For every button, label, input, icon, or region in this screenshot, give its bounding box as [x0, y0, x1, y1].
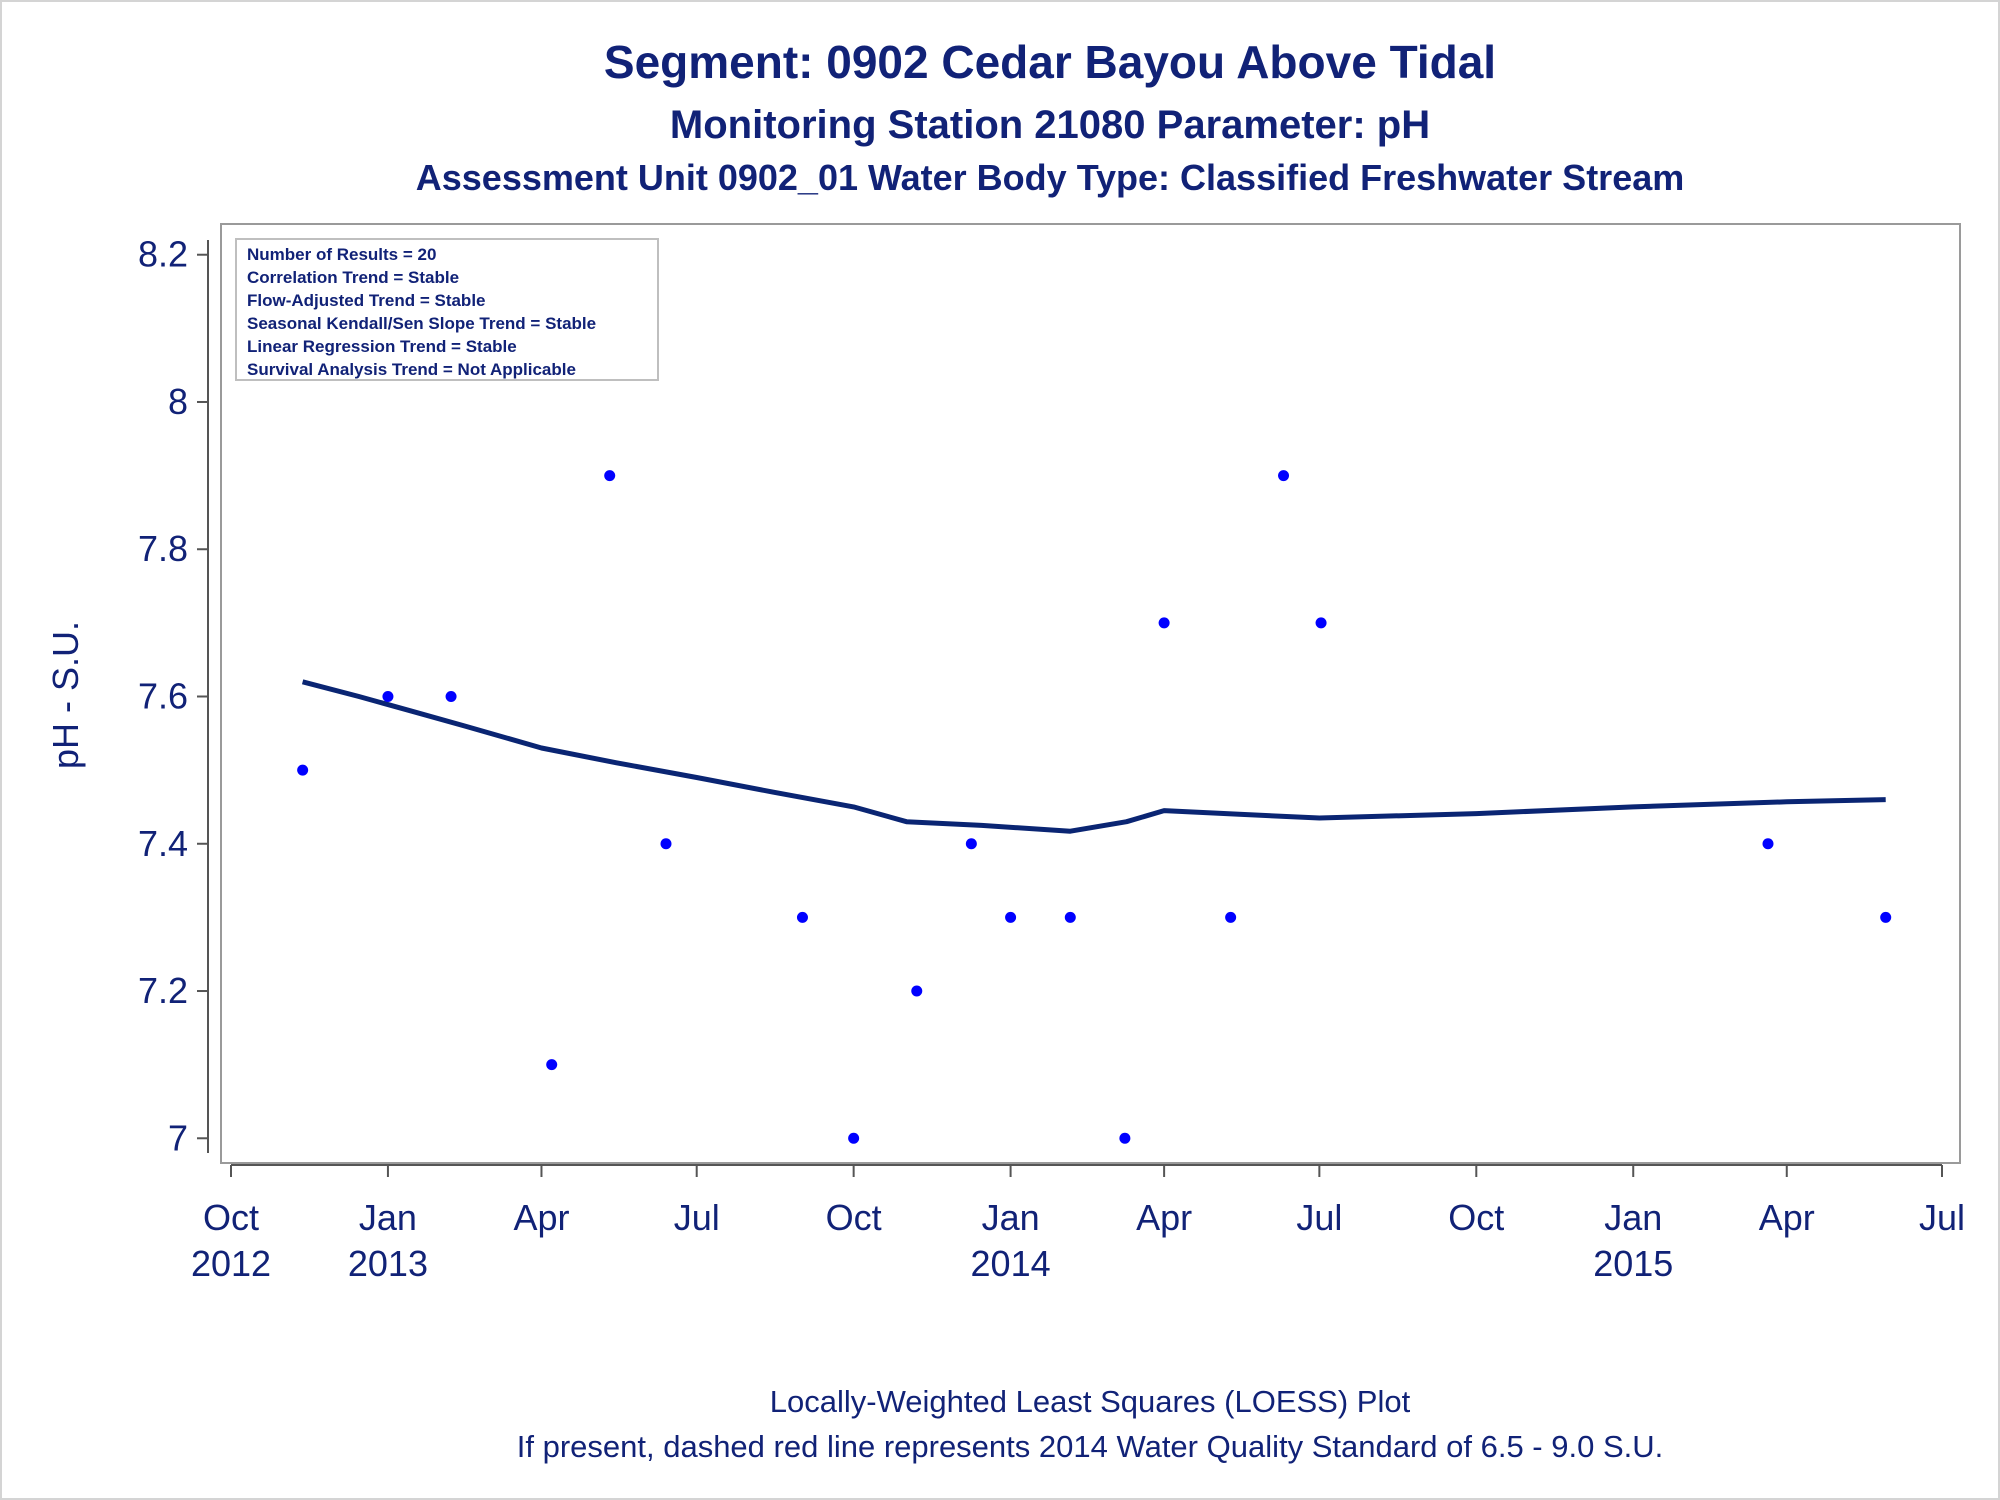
x-tick-year-label: 2015 [1593, 1243, 1673, 1284]
y-tick-label: 8.2 [138, 234, 188, 275]
trend-summary-line: Linear Regression Trend = Stable [247, 337, 517, 356]
data-point [445, 691, 457, 702]
x-tick-label: Apr [1136, 1197, 1192, 1238]
y-axis-label: pH - S.U. [45, 621, 86, 769]
x-tick-year-label: 2013 [348, 1243, 428, 1284]
y-tick-label: 7.2 [138, 970, 188, 1011]
y-axis-ticks: 7 7.2 7.4 7.6 7.8 8 8.2 [138, 234, 208, 1158]
x-tick-label: Jul [1296, 1197, 1342, 1238]
footnote-standard: If present, dashed red line represents 2… [517, 1429, 1664, 1464]
trend-summary-line: Correlation Trend = Stable [247, 268, 459, 287]
data-point [1880, 911, 1892, 923]
x-tick-label: Oct [203, 1197, 259, 1238]
data-point [1278, 470, 1290, 482]
x-tick-year-label: 2014 [971, 1243, 1051, 1284]
x-tick-label: Jan [359, 1197, 417, 1238]
footnote-method: Locally-Weighted Least Squares (LOESS) P… [770, 1384, 1411, 1419]
data-point [1158, 617, 1170, 629]
y-tick-label: 7.8 [138, 528, 188, 569]
data-point [796, 911, 808, 923]
x-tick-label: Apr [513, 1197, 569, 1238]
x-axis-ticks: Oct 2012 Jan 2013 Apr Jul Oct Jan 2014 Apr Jul Oct J… [191, 1165, 1965, 1284]
trend-summary-frame [235, 238, 659, 381]
data-points [297, 249, 1892, 1144]
x-tick-label: Oct [826, 1197, 882, 1238]
data-point [382, 691, 394, 702]
chart-subtitle-station: Monitoring Station 21080 Parameter: pH [670, 103, 1430, 147]
x-tick-label: Jan [982, 1197, 1040, 1238]
y-tick-label: 7.4 [138, 823, 188, 864]
x-tick-label: Oct [1448, 1197, 1504, 1238]
y-tick-label: 8 [168, 381, 188, 422]
data-point [1315, 617, 1327, 629]
x-tick-year-label: 2012 [191, 1243, 271, 1284]
y-tick-label: 7.6 [138, 676, 188, 717]
data-point [965, 838, 977, 850]
data-point [1762, 838, 1774, 850]
data-point [1064, 911, 1076, 923]
data-point [1225, 911, 1237, 923]
y-tick-label: 7 [168, 1117, 188, 1158]
data-point [848, 1132, 860, 1144]
data-point [546, 1059, 558, 1071]
data-point [1119, 1132, 1131, 1144]
trend-summary-box: Number of Results = 20 Correlation Trend… [235, 238, 659, 381]
trend-summary-line: Survival Analysis Trend = Not Applicable [247, 360, 576, 379]
loess-line [301, 679, 1886, 834]
data-point [1005, 911, 1017, 923]
data-point [297, 764, 309, 776]
x-tick-label: Jul [1919, 1197, 1965, 1238]
data-point [911, 985, 923, 997]
plot-area [220, 223, 1961, 1164]
trend-summary-line: Number of Results = 20 [247, 245, 436, 264]
x-tick-label: Jan [1604, 1197, 1662, 1238]
x-tick-label: Jul [674, 1197, 720, 1238]
trend-summary-line: Flow-Adjusted Trend = Stable [247, 291, 486, 310]
chart-title: Segment: 0902 Cedar Bayou Above Tidal [604, 36, 1496, 88]
x-tick-label: Apr [1759, 1197, 1815, 1238]
data-point [660, 838, 672, 850]
data-point [604, 470, 616, 482]
trend-summary-line: Seasonal Kendall/Sen Slope Trend = Stabl… [247, 314, 596, 333]
chart-subtitle-assessment: Assessment Unit 0902_01 Water Body Type:… [416, 157, 1685, 198]
